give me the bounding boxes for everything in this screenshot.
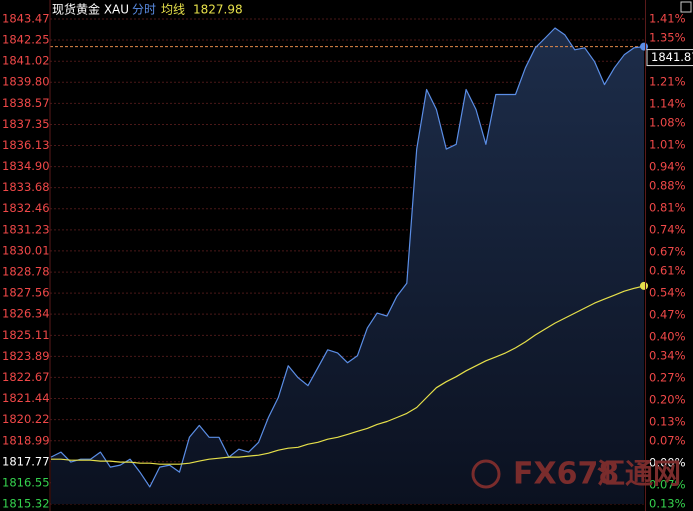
y2-tick-label: 0.54% bbox=[649, 285, 686, 299]
y-tick-label: 1836.13 bbox=[2, 138, 50, 152]
y2-tick-label: 0.81% bbox=[649, 200, 686, 214]
y-tick-label: 1823.89 bbox=[2, 349, 50, 363]
y-tick-label: 1822.67 bbox=[2, 370, 50, 384]
y2-tick-label: 1.01% bbox=[649, 137, 686, 151]
y2-tick-label: 0.61% bbox=[649, 263, 686, 277]
avg-line bbox=[51, 285, 645, 465]
y2-tick-label: 0.13% bbox=[649, 415, 686, 429]
y2-tick-label: 0.94% bbox=[649, 160, 686, 174]
watermark-logo: FX678 bbox=[513, 457, 619, 492]
y-tick-label: 1818.99 bbox=[2, 433, 50, 447]
y-tick-label: 1816.55 bbox=[2, 475, 50, 489]
y2-tick-label: 0.67% bbox=[649, 245, 686, 259]
y2-tick-label: 0.20% bbox=[649, 393, 686, 407]
watermark-text: 汇通网 bbox=[597, 457, 681, 490]
y-tick-label: 1832.46 bbox=[2, 201, 50, 215]
y-tick-label: 1837.35 bbox=[2, 117, 50, 131]
y-tick-label: 1825.11 bbox=[2, 328, 50, 342]
price-area bbox=[51, 28, 644, 504]
y-tick-label: 1841.02 bbox=[2, 54, 50, 68]
y2-tick-label: 0.00% bbox=[649, 456, 686, 470]
y2-tick-label: 0.74% bbox=[649, 223, 686, 237]
y2-tick-label: 0.47% bbox=[649, 308, 686, 322]
legend-price: 分时 bbox=[132, 3, 156, 17]
y-tick-label: 1820.22 bbox=[2, 412, 50, 426]
y2-tick-label: 0.34% bbox=[649, 348, 686, 362]
y2-tick-label: 0.40% bbox=[649, 330, 686, 344]
y-tick-label: 1839.80 bbox=[2, 75, 50, 89]
y-tick-label: 1827.56 bbox=[2, 286, 50, 300]
watermark-icon bbox=[471, 459, 501, 489]
y-tick-label: 1831.23 bbox=[2, 222, 50, 236]
y2-tick-label: 0.07% bbox=[649, 478, 686, 492]
y2-tick-label: 0.88% bbox=[649, 178, 686, 192]
y2-tick-label: 1.08% bbox=[649, 115, 686, 129]
chart-title: 现货黄金 XAU bbox=[52, 2, 129, 17]
y-tick-label: 1828.78 bbox=[2, 265, 50, 279]
y2-tick-label: 0.27% bbox=[649, 371, 686, 385]
y-tick-label: 1815.32 bbox=[2, 497, 50, 511]
y2-tick-label: 1.41% bbox=[649, 12, 686, 26]
current-price-label: 1841.87 bbox=[651, 50, 693, 64]
y2-tick-label: 1.14% bbox=[649, 97, 686, 111]
current-price-box bbox=[646, 49, 693, 67]
y2-tick-label: 0.07% bbox=[649, 434, 686, 448]
avg-value: 1827.98 bbox=[193, 3, 243, 17]
y-tick-label: 1843.47 bbox=[2, 12, 50, 26]
y2-tick-label: 1.35% bbox=[649, 30, 686, 44]
y-tick-label: 1817.77 bbox=[2, 454, 50, 468]
corner-icon[interactable] bbox=[680, 1, 692, 13]
y2-tick-label: 0.13% bbox=[649, 497, 686, 511]
price-line bbox=[50, 27, 645, 488]
y2-tick-label: 1.21% bbox=[649, 74, 686, 88]
y-tick-label: 1842.25 bbox=[2, 33, 50, 47]
y-tick-label: 1821.44 bbox=[2, 391, 50, 405]
y-tick-label: 1830.01 bbox=[2, 243, 50, 257]
y-tick-label: 1833.68 bbox=[2, 180, 50, 194]
y-tick-label: 1838.57 bbox=[2, 96, 50, 110]
legend-avg: 均线 bbox=[161, 3, 185, 17]
y-tick-label: 1834.90 bbox=[2, 159, 50, 173]
avg-end-dot bbox=[640, 281, 648, 290]
y-tick-label: 1826.34 bbox=[2, 307, 50, 321]
